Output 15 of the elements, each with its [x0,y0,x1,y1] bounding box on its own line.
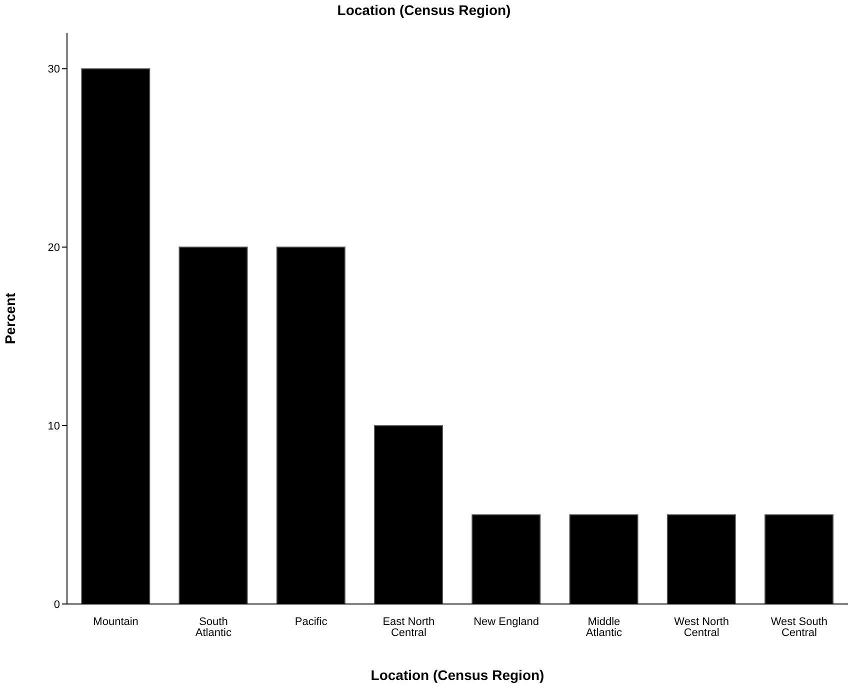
x-tick-label: West North Central [674,616,729,639]
x-tick-label: Middle Atlantic [586,616,622,639]
x-tick-label: Pacific [294,616,328,628]
x-tick-label: South Atlantic [195,616,232,639]
x-tick-label: Mountain [93,616,138,628]
y-tick-label: 10 [48,420,60,432]
x-tick-label: West South Central [770,616,828,639]
y-axis-title: Percent [2,292,18,344]
y-tick-label: 30 [48,64,60,76]
x-axis-title: Location (Census Region) [370,667,544,683]
x-tick-label: East North Central [382,616,435,639]
x-tick-label: New England [474,616,540,628]
y-tick-label: 0 [54,598,60,611]
y-tick-label: 20 [48,242,60,254]
chart-title: Location (Census Region) [336,2,512,18]
